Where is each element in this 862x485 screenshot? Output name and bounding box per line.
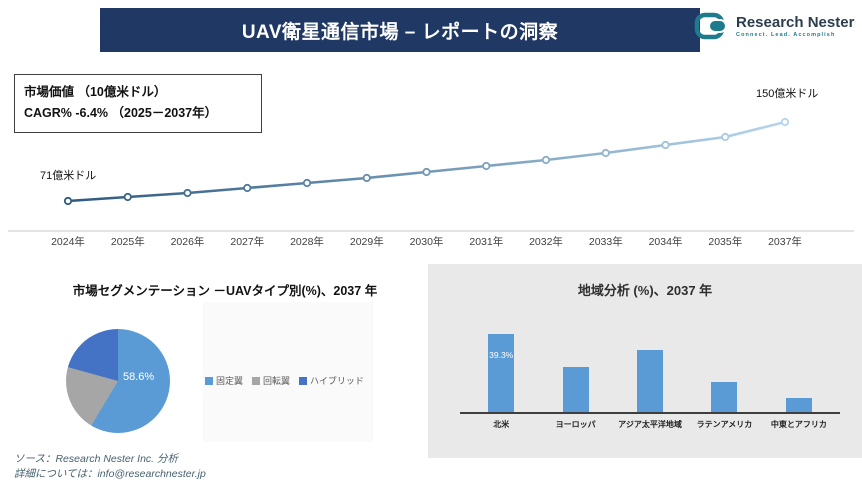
legend-label: 固定翼 — [216, 376, 244, 386]
source-footer: ソース：Research Nester Inc. 分析 詳細については：info… — [14, 452, 206, 482]
legend-item: ハイブリッド — [299, 374, 364, 387]
market-value-line-chart: 2024年 2025年 2026年 2027年 2028年 2029年 2030年 2031年… — [8, 117, 854, 248]
bar-column — [687, 382, 761, 412]
bar-category-label: アジア太平洋地域 — [618, 420, 682, 429]
region-bar: 39.3% — [488, 334, 515, 412]
market-value-line — [67, 120, 786, 203]
bar-column: 39.3% — [464, 334, 538, 412]
line-marker — [422, 167, 431, 177]
market-value-info-box: 市場価値 （10億米ドル） CAGR% -6.4% （2025－2037年） — [14, 74, 262, 133]
page-title: UAV衛星通信市場 – レポートの洞察 — [241, 21, 559, 43]
x-axis-label: 2029年 — [350, 235, 384, 248]
report-title-banner: UAV衛星通信市場 – レポートの洞察 — [100, 8, 700, 52]
x-axis-label: 2025年 — [111, 235, 145, 248]
pie-slice-value-label: 58.6% — [123, 371, 155, 383]
line-marker — [123, 192, 132, 202]
x-axis-label: 2024年 — [51, 235, 85, 248]
market-value-label: 市場価値 （10億米ドル） — [24, 85, 167, 99]
legend-swatch — [252, 376, 261, 385]
segmentation-plot-area — [203, 302, 373, 442]
x-axis-label: 2030年 — [410, 235, 444, 248]
line-marker — [183, 188, 192, 198]
bar-category-label: 中東とアフリカ — [770, 420, 827, 429]
bar-column — [538, 367, 612, 412]
bar-column — [762, 398, 836, 412]
line-marker — [721, 132, 730, 142]
bar-axis-line — [460, 412, 840, 414]
line-marker — [243, 183, 252, 193]
region-bar — [711, 382, 738, 412]
region-bar — [637, 350, 664, 412]
line-marker — [63, 196, 73, 206]
bar-category-label: 北米 — [493, 420, 510, 429]
segmentation-chart-title: 市場セグメンテーション －UAVタイプ別(%)、2037 年 — [72, 284, 378, 298]
brand-tagline: Connect. Lead. Accomplish — [736, 31, 836, 38]
bar-category-label: ラテンアメリカ — [696, 420, 753, 429]
x-axis-label: 2033年 — [589, 235, 623, 248]
line-start-value-label: 71億米ドル — [40, 170, 97, 182]
x-axis-label: 2028年 — [290, 235, 324, 248]
legend-item: 回転翼 — [252, 374, 290, 387]
line-marker — [362, 173, 371, 183]
legend-label: ハイブリッド — [310, 376, 364, 386]
line-marker — [601, 148, 610, 158]
line-marker — [661, 140, 670, 150]
bar-value-label: 39.3% — [489, 350, 514, 360]
line-end-value-label: 150億米ドル — [756, 88, 819, 100]
x-axis-label: 2034年 — [649, 235, 683, 248]
research-nester-logo-icon — [694, 12, 727, 40]
regional-chart-title: 地域分析 (%)、2037 年 — [577, 283, 713, 298]
region-bar — [785, 398, 812, 412]
brand-logo: Research Nester Connect. Lead. Accomplis… — [694, 12, 854, 40]
x-axis-label: 2035年 — [708, 235, 742, 248]
bar-category-label: ヨーロッパ — [555, 420, 596, 429]
legend-swatch — [299, 376, 308, 385]
bar-column — [613, 350, 687, 412]
line-marker — [302, 178, 312, 188]
line-marker — [780, 117, 790, 127]
x-axis-label: 2031年 — [469, 235, 503, 248]
legend-swatch — [205, 376, 213, 385]
region-bar — [562, 367, 589, 412]
legend-item: 固定翼 — [205, 374, 243, 387]
source-line: ソース：Research Nester Inc. 分析 — [14, 453, 179, 465]
legend-label: 回転翼 — [263, 376, 291, 386]
pie-legend: 固定翼 回転翼 ハイブリッド — [205, 374, 364, 387]
x-axis-label: 2037年 — [768, 235, 802, 248]
regional-analysis-panel: 地域分析 (%)、2037 年 39.3% 北米 ヨーロッパ アジア太平洋地域 ラテン… — [428, 264, 862, 458]
brand-name: Research Nester — [736, 13, 855, 31]
brand-logo-text: Research Nester Connect. Lead. Accomplis… — [736, 15, 854, 38]
cagr-label: CAGR% -6.4% （2025－2037年） — [24, 106, 218, 121]
regional-bar-chart: 39.3% — [464, 332, 836, 412]
line-marker — [482, 161, 491, 171]
contact-line: 詳細については：info@researchnester.jp — [14, 468, 206, 481]
line-marker — [541, 155, 551, 165]
segmentation-pie-chart: 58.6% — [66, 329, 170, 433]
x-axis-label: 2026年 — [171, 235, 205, 248]
x-axis-label: 2032年 — [529, 235, 563, 248]
bar-category-row: 北米 ヨーロッパ アジア太平洋地域 ラテンアメリカ 中東とアフリカ — [464, 419, 836, 430]
x-axis-label: 2027年 — [230, 235, 264, 248]
